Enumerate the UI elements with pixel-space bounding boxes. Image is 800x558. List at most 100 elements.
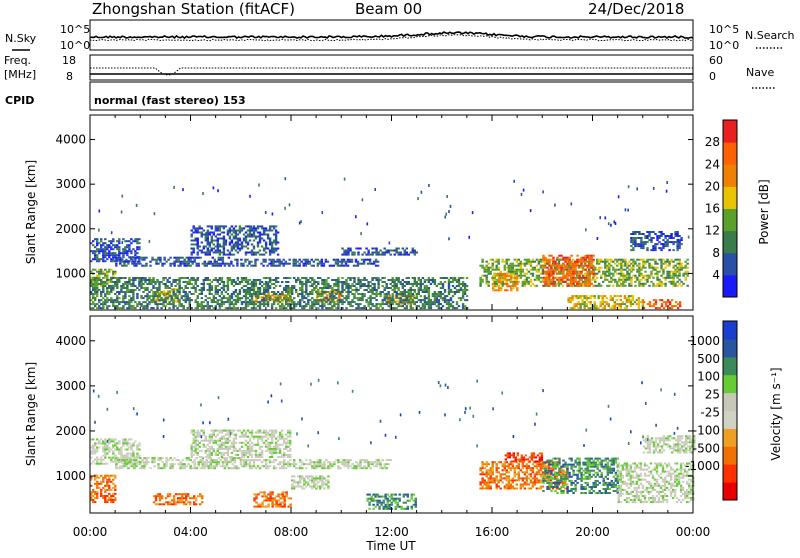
power-echo-cell — [369, 261, 371, 263]
power-echo-cell — [124, 293, 126, 295]
power-echo-cell — [430, 305, 432, 307]
power-echo-cell — [624, 261, 626, 263]
power-echo-cell — [295, 259, 297, 261]
power-echo-cell — [406, 307, 408, 309]
power-echo-cell — [96, 254, 98, 256]
velocity-echo-cell — [96, 485, 98, 487]
power-echo-cell — [231, 225, 233, 227]
power-echo-cell — [239, 289, 241, 291]
power-echo-cell — [138, 283, 140, 285]
power-echo-cell — [614, 263, 616, 265]
power-echo-cell — [456, 307, 458, 309]
power-echo-cell — [253, 240, 255, 242]
power-echo-cell — [341, 299, 343, 301]
power-echo-cell — [122, 299, 124, 301]
power-echo-cell — [156, 307, 158, 309]
power-echo-cell — [335, 293, 337, 295]
power-echo-cell — [102, 307, 104, 309]
power-echo-cell — [233, 279, 235, 281]
power-echo-cell — [424, 281, 426, 283]
power-echo-cell — [588, 269, 590, 271]
power-echo-cell — [202, 192, 204, 195]
power-echo-cell — [100, 238, 102, 240]
power-echo-cell — [125, 259, 127, 261]
power-echo-cell — [516, 273, 518, 275]
power-echo-cell — [676, 277, 678, 279]
power-echo-cell — [602, 299, 604, 301]
power-echo-cell — [530, 265, 532, 267]
power-echo-cell — [201, 303, 203, 305]
power-echo-cell — [338, 296, 340, 298]
power-echo-cell — [410, 291, 412, 293]
velocity-echo-cell — [100, 457, 102, 459]
power-echo-cell — [677, 307, 679, 309]
power-echo-cell — [359, 248, 361, 250]
power-echo-cell — [189, 297, 191, 299]
power-echo-cell — [668, 265, 670, 267]
power-echo-cell — [205, 232, 207, 235]
power-echo-cell — [277, 303, 279, 305]
power-echo-cell — [590, 301, 592, 303]
power-echo-cell — [223, 232, 225, 234]
power-echo-cell — [219, 227, 221, 229]
power-echo-cell — [142, 291, 144, 293]
velocity-echo-cell — [100, 442, 102, 444]
power-echo-cell — [100, 295, 102, 297]
power-echo-cell — [337, 307, 339, 309]
power-echo-cell — [630, 281, 632, 283]
power-echo-cell — [323, 303, 325, 305]
power-echo-cell — [279, 305, 281, 307]
power-echo-cell — [589, 281, 591, 283]
power-echo-cell — [104, 260, 106, 262]
power-echo-cell — [261, 285, 263, 287]
power-echo-cell — [642, 283, 644, 285]
power-echo-cell — [217, 301, 219, 303]
velocity-echo-cell — [132, 442, 134, 444]
power-echo-cell — [116, 285, 118, 287]
power-echo-cell — [213, 248, 215, 250]
power-echo-cell — [585, 259, 587, 261]
velocity-echo-cell — [193, 434, 195, 436]
power-echo-cell — [630, 245, 632, 247]
power-echo-cell — [289, 263, 291, 265]
power-echo-cell — [217, 248, 219, 250]
power-echo-cell — [612, 273, 614, 275]
power-echo-cell — [353, 279, 355, 281]
power-echo-cell — [492, 259, 494, 261]
power-echo-cell — [500, 271, 502, 273]
power-echo-cell — [622, 303, 624, 305]
power-echo-cell — [183, 289, 185, 291]
power-echo-cell — [638, 305, 640, 307]
power-echo-cell — [618, 281, 620, 283]
power-echo-cell — [388, 293, 390, 295]
power-echo-cell — [424, 299, 426, 301]
power-echo-cell — [254, 261, 256, 263]
power-echo-cell — [652, 283, 654, 285]
power-echo-cell — [464, 287, 466, 289]
power-echo-cell — [679, 303, 681, 305]
velocity-echo-cell — [100, 495, 102, 497]
power-echo-cell — [576, 281, 578, 283]
velocity-echo-cell — [167, 459, 169, 461]
power-echo-cell — [315, 287, 317, 289]
power-echo-cell — [269, 254, 271, 256]
power-echo-cell — [317, 307, 319, 309]
n-sky-tick-top: 10^5 — [60, 23, 90, 36]
power-echo-cell — [638, 263, 640, 265]
power-echo-cell — [546, 267, 548, 269]
power-echo-cell — [680, 243, 682, 245]
power-echo-cell — [640, 239, 642, 241]
velocity-echo-cell — [163, 467, 165, 469]
power-echo-cell — [222, 261, 224, 263]
power-echo-cell — [369, 301, 371, 303]
power-echo-cell — [662, 269, 664, 271]
power-echo-cell — [687, 263, 689, 265]
power-echo-cell — [544, 257, 546, 259]
power-echo-cell — [580, 271, 582, 273]
power-echo-cell — [262, 265, 264, 267]
power-echo-cell — [661, 299, 663, 301]
velocity-echo-cell — [112, 501, 114, 503]
power-echo-cell — [247, 248, 249, 250]
power-echo-cell — [114, 273, 116, 275]
